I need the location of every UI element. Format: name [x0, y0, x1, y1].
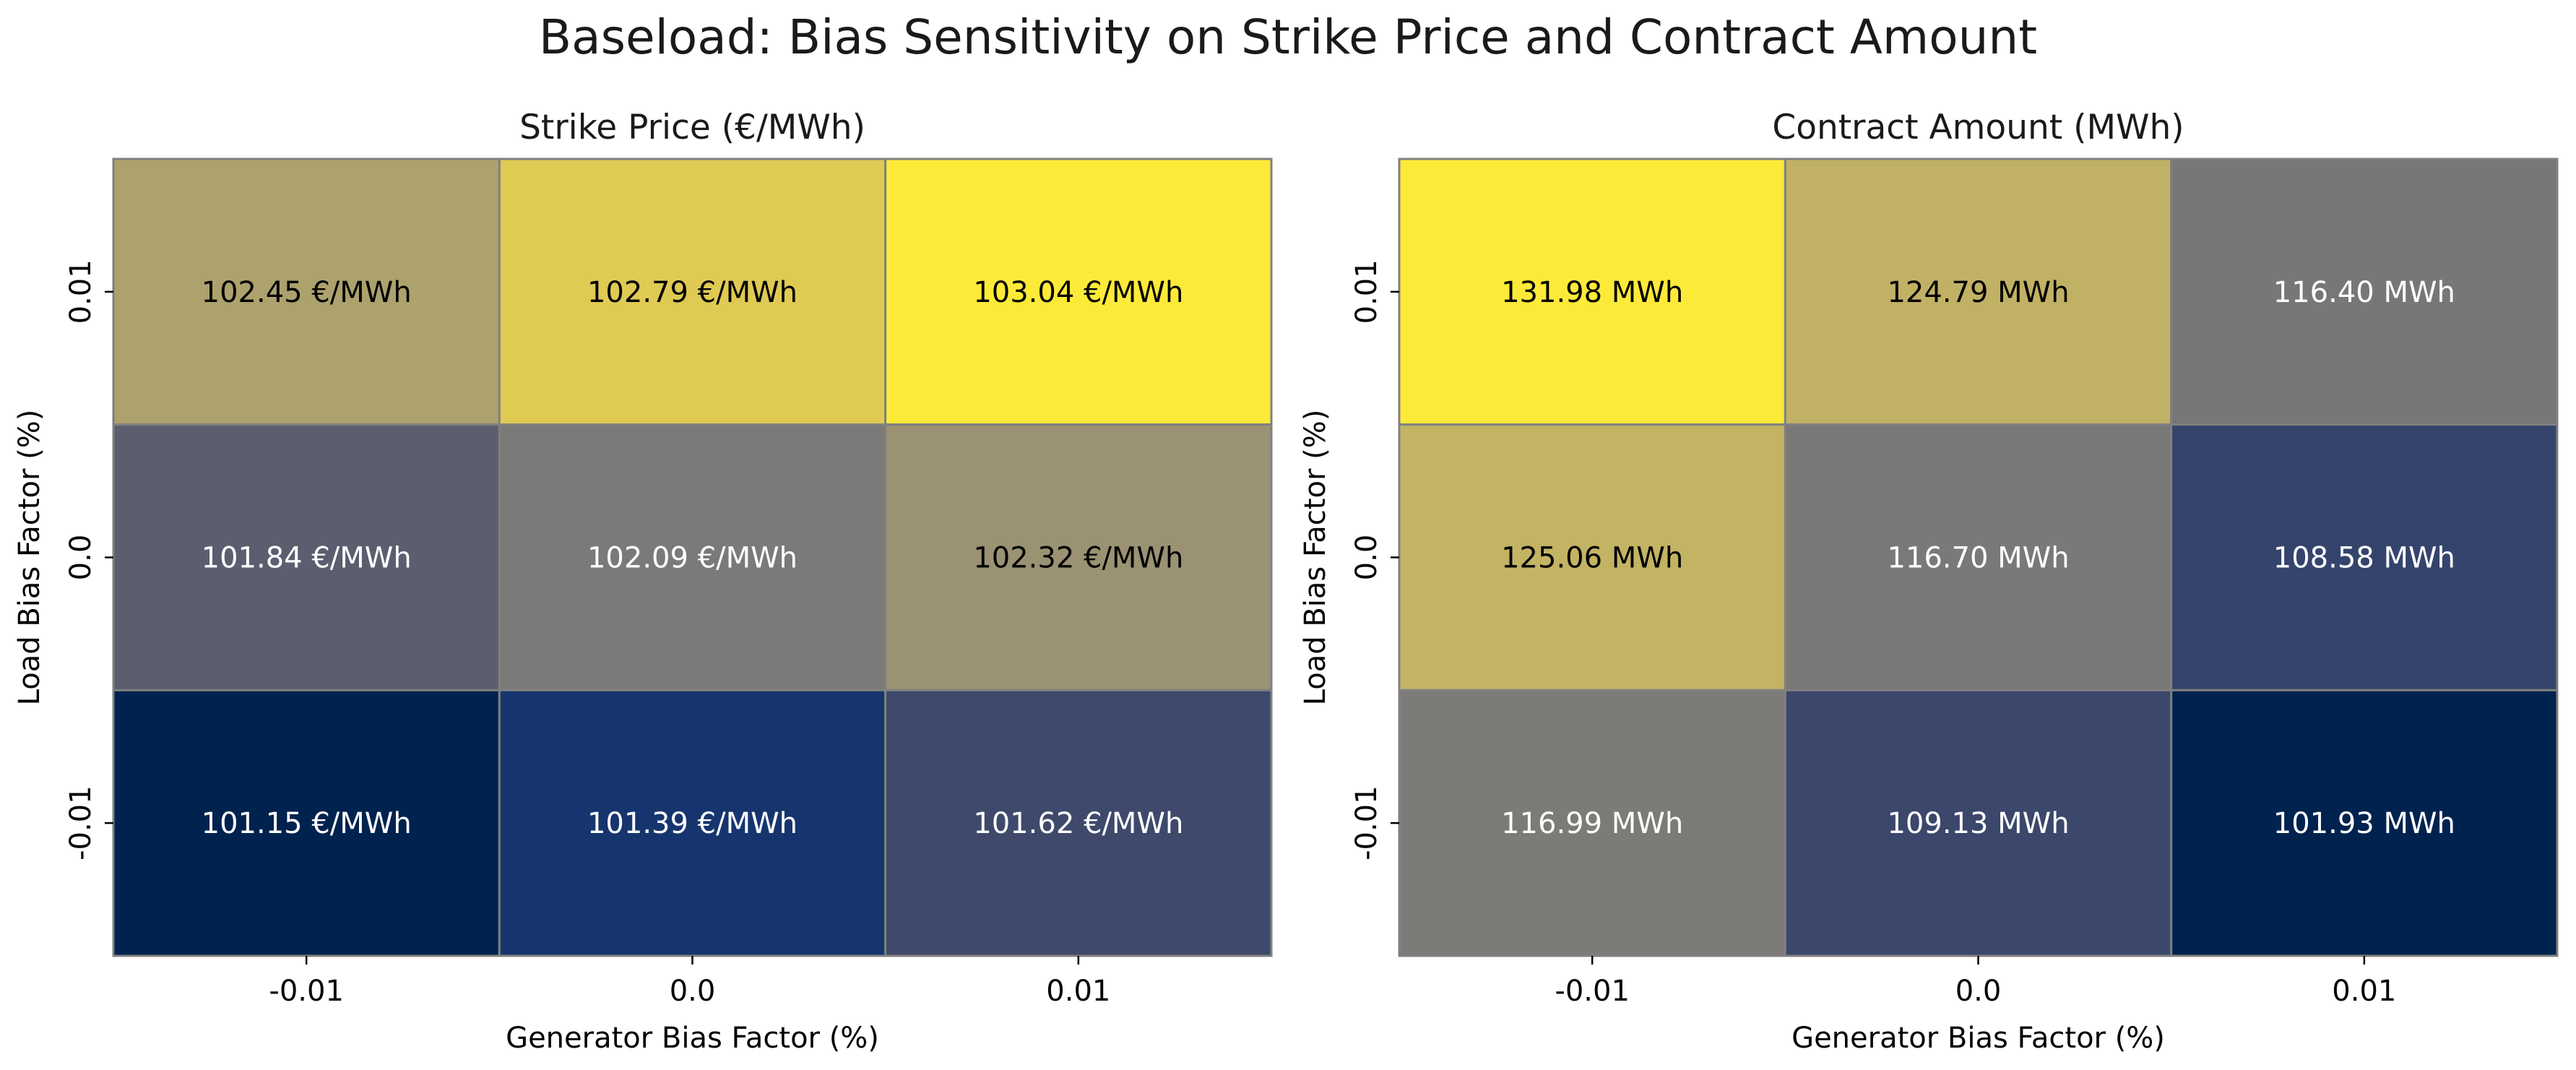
cell-label: 103.04 €/MWh [973, 276, 1183, 309]
y-tick-label: 0.01 [1350, 259, 1383, 324]
y-axis-label: Load Bias Factor (%) [1299, 410, 1332, 706]
cell-label: 102.79 €/MWh [587, 276, 798, 309]
heatmap-cell [112, 423, 501, 691]
y-tick-label: 0.0 [1350, 535, 1383, 581]
x-tick-label: 0.01 [1046, 975, 1110, 1008]
y-tick-label: -0.01 [64, 785, 98, 860]
cell-label: 125.06 MWh [1501, 542, 1683, 575]
x-tick-label: -0.01 [1555, 975, 1630, 1008]
heatmap-cell [1784, 689, 2173, 957]
heatmap-cell [1398, 689, 1786, 957]
cell-label: 108.58 MWh [2273, 542, 2455, 575]
heatmap-cell [1784, 158, 2173, 426]
contract-amount-heatmap: Contract Amount (MWh) 131.98 MWh 124.79 MW… [1299, 108, 2559, 1055]
y-tick-label: -0.01 [1350, 785, 1383, 860]
cell-label: 116.99 MWh [1501, 807, 1683, 840]
cell-label: 102.45 €/MWh [202, 276, 412, 309]
cell-label: 131.98 MWh [1501, 276, 1683, 309]
y-tick-label: 0.0 [64, 535, 98, 581]
cell-label: 116.70 MWh [1887, 542, 2069, 575]
heatmap-cell [498, 689, 887, 957]
x-tick-label: 0.01 [2332, 975, 2396, 1008]
cell-label: 101.62 €/MWh [973, 807, 1183, 840]
heatmap-cell [1784, 423, 2173, 691]
cell-label: 109.13 MWh [1887, 807, 2069, 840]
heatmap-cell [498, 158, 887, 426]
cell-label: 101.39 €/MWh [587, 807, 798, 840]
subplot-title: Strike Price (€/MWh) [519, 108, 865, 147]
heatmap-cell [884, 423, 1273, 691]
cell-label: 102.32 €/MWh [973, 542, 1183, 575]
heatmap-cell [112, 689, 501, 957]
x-axis-label: Generator Bias Factor (%) [1791, 1022, 2165, 1055]
heatmap-cell [112, 158, 501, 426]
x-tick-label: 0.0 [1955, 975, 2002, 1008]
cell-label: 101.84 €/MWh [202, 542, 412, 575]
figure-title: Baseload: Bias Sensitivity on Strike Pri… [539, 9, 2037, 65]
x-tick-label: 0.0 [670, 975, 716, 1008]
cell-label: 124.79 MWh [1887, 276, 2069, 309]
y-tick-label: 0.01 [64, 259, 98, 324]
heatmap-cell [2170, 158, 2559, 426]
x-axis-label: Generator Bias Factor (%) [506, 1022, 879, 1055]
strike-price-heatmap: Strike Price (€/MWh) 102.45 €/MWh 102.79 €… [13, 108, 1273, 1055]
x-tick-label: -0.01 [269, 975, 344, 1008]
heatmap-cell [498, 423, 887, 691]
heatmap-cell [2170, 423, 2559, 691]
cell-label: 116.40 MWh [2273, 276, 2455, 309]
cell-label: 102.09 €/MWh [587, 542, 798, 575]
heatmap-cell [1398, 423, 1786, 691]
y-axis-label: Load Bias Factor (%) [13, 410, 46, 706]
subplot-title: Contract Amount (MWh) [1772, 108, 2184, 147]
cell-label: 101.15 €/MWh [202, 807, 412, 840]
cell-label: 101.93 MWh [2273, 807, 2455, 840]
heatmap-cell [2170, 689, 2559, 957]
